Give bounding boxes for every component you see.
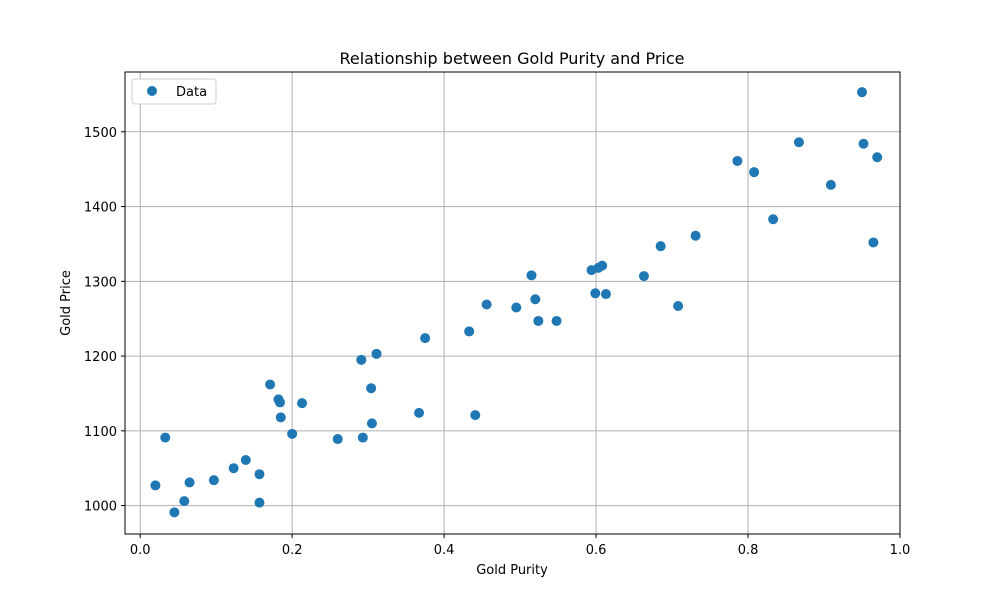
y-tick-label: 1000: [84, 500, 117, 515]
chart-title: Relationship between Gold Purity and Pri…: [339, 49, 684, 68]
x-tick-label: 0.6: [586, 543, 607, 558]
data-point: [169, 507, 180, 518]
data-point: [526, 270, 537, 281]
y-tick-label: 1200: [84, 350, 117, 365]
data-point: [793, 137, 804, 148]
data-point: [420, 333, 431, 344]
data-point: [366, 383, 377, 394]
plot-frame: [124, 71, 901, 535]
data-point: [590, 288, 601, 299]
data-point: [768, 214, 779, 225]
data-point: [481, 299, 492, 310]
y-tick-label: 1400: [84, 201, 117, 216]
data-point: [551, 315, 562, 326]
data-point: [872, 152, 883, 163]
data-point: [265, 379, 276, 390]
data-point: [858, 138, 869, 149]
x-tick-label: 0.4: [434, 543, 455, 558]
x-axis-label: Gold Purity: [476, 563, 548, 578]
data-point: [638, 271, 649, 282]
data-point: [533, 315, 544, 326]
plot-area: [125, 72, 900, 534]
legend-box: [131, 78, 217, 105]
y-tick-label: 1500: [84, 126, 117, 141]
data-point: [254, 497, 265, 508]
data-point: [825, 179, 836, 190]
x-tick-label: 0.0: [130, 543, 151, 558]
y-axis-label: Gold Price: [59, 270, 74, 336]
data-point: [332, 434, 343, 445]
y-tick-label: 1100: [84, 425, 117, 440]
data-point: [357, 432, 368, 443]
data-point: [732, 155, 743, 166]
data-point: [366, 418, 377, 429]
data-point: [254, 469, 265, 480]
data-point: [228, 463, 239, 474]
data-point: [857, 87, 868, 98]
data-point: [673, 300, 684, 311]
data-points: [150, 87, 883, 518]
axis-ticks: 0.0 0.2 0.4 0.6 0.8 1.0 1000 1100 1200 1300 1400 15…: [84, 126, 910, 558]
data-point: [511, 302, 522, 313]
data-point: [275, 397, 285, 408]
data-point: [655, 241, 666, 252]
x-tick-label: 0.8: [738, 543, 759, 558]
data-point: [208, 475, 219, 486]
data-point: [530, 294, 541, 305]
data-point: [749, 167, 760, 178]
data-point: [160, 432, 171, 443]
x-tick-label: 1.0: [890, 543, 911, 558]
data-point: [179, 496, 190, 507]
data-point: [240, 454, 251, 465]
data-point: [600, 289, 611, 300]
data-point: [150, 480, 161, 491]
legend-label: Data: [176, 85, 207, 100]
data-point: [868, 237, 879, 248]
data-point: [597, 260, 608, 271]
data-point: [371, 348, 382, 359]
legend-marker: [147, 86, 157, 96]
data-point: [287, 428, 298, 439]
data-point: [414, 407, 425, 418]
data-point: [470, 410, 481, 421]
data-point: [690, 230, 701, 241]
data-point: [356, 354, 367, 365]
x-tick-label: 0.2: [282, 543, 303, 558]
y-tick-label: 1300: [84, 275, 117, 290]
data-point: [184, 477, 195, 488]
data-point: [464, 326, 475, 337]
data-point: [297, 398, 308, 409]
legend: Data: [131, 78, 217, 105]
data-point: [275, 412, 286, 423]
